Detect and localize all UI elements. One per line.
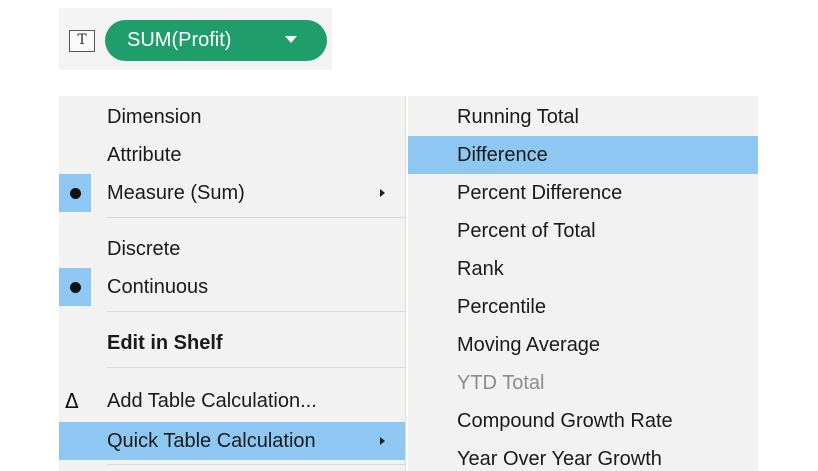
menu-item-label: Compound Growth Rate (457, 410, 673, 432)
menu-separator (107, 311, 406, 312)
submenu-item-difference[interactable]: Difference (408, 136, 758, 174)
chevron-down-icon[interactable] (285, 36, 297, 43)
menu-item-label: YTD Total (457, 372, 545, 394)
submenu-item-moving-average[interactable]: Moving Average (408, 326, 758, 364)
menu-separator (107, 367, 406, 368)
menu-item-continuous[interactable]: Continuous (59, 268, 405, 306)
sum-profit-pill[interactable]: SUM(Profit) (105, 20, 327, 61)
menu-item-label: Rank (457, 258, 504, 280)
menu-item-attribute[interactable]: Attribute (59, 136, 405, 174)
menu-item-label: Measure (Sum) (107, 182, 245, 204)
menu-item-edit-in-shelf[interactable]: Edit in Shelf (59, 324, 405, 362)
menu-item-quick-table-calculation[interactable]: Quick Table Calculation (59, 422, 405, 460)
pill-context-menu: Dimension Attribute Measure (Sum) Discre… (59, 96, 406, 471)
submenu-item-ytd-total: YTD Total (408, 364, 758, 402)
submenu-arrow-icon (380, 437, 385, 445)
menu-item-measure-sum[interactable]: Measure (Sum) (59, 174, 405, 212)
submenu-item-year-over-year-growth[interactable]: Year Over Year Growth (408, 440, 758, 471)
pill-label: SUM(Profit) (127, 29, 232, 51)
menu-item-label: Difference (457, 144, 548, 166)
check-cell (59, 268, 91, 306)
menu-item-label: Running Total (457, 106, 579, 128)
menu-item-label: Attribute (107, 144, 182, 166)
menu-item-label: Edit in Shelf (107, 332, 223, 354)
menu-item-label: Percentile (457, 296, 546, 318)
submenu-item-percentile[interactable]: Percentile (408, 288, 758, 326)
menu-item-label: Moving Average (457, 334, 601, 356)
quick-table-calculation-submenu: Running Total Difference Percent Differe… (408, 96, 758, 471)
submenu-item-running-total[interactable]: Running Total (408, 98, 758, 136)
submenu-item-percent-of-total[interactable]: Percent of Total (408, 212, 758, 250)
delta-icon: Δ (65, 389, 79, 413)
menu-item-label: Percent Difference (457, 182, 623, 204)
menu-item-label: Quick Table Calculation (107, 430, 316, 452)
menu-item-discrete[interactable]: Discrete (59, 230, 405, 268)
submenu-arrow-icon (380, 189, 385, 197)
menu-item-label: Continuous (107, 276, 209, 298)
menu-item-label: Add Table Calculation... (107, 390, 317, 412)
menu-item-label: Dimension (107, 106, 202, 128)
menu-separator (107, 464, 406, 465)
menu-item-dimension[interactable]: Dimension (59, 98, 405, 136)
menu-item-label: Year Over Year Growth (457, 448, 662, 470)
menu-item-add-table-calculation[interactable]: Δ Add Table Calculation... (59, 382, 405, 420)
radio-dot-icon (70, 282, 81, 293)
check-cell (59, 174, 91, 212)
submenu-item-compound-growth-rate[interactable]: Compound Growth Rate (408, 402, 758, 440)
menu-separator (107, 217, 406, 218)
submenu-item-rank[interactable]: Rank (408, 250, 758, 288)
menu-item-label: Discrete (107, 238, 181, 260)
text-mark-icon[interactable]: T (69, 30, 95, 52)
submenu-item-percent-difference[interactable]: Percent Difference (408, 174, 758, 212)
menu-item-label: Percent of Total (457, 220, 596, 242)
radio-dot-icon (70, 188, 81, 199)
